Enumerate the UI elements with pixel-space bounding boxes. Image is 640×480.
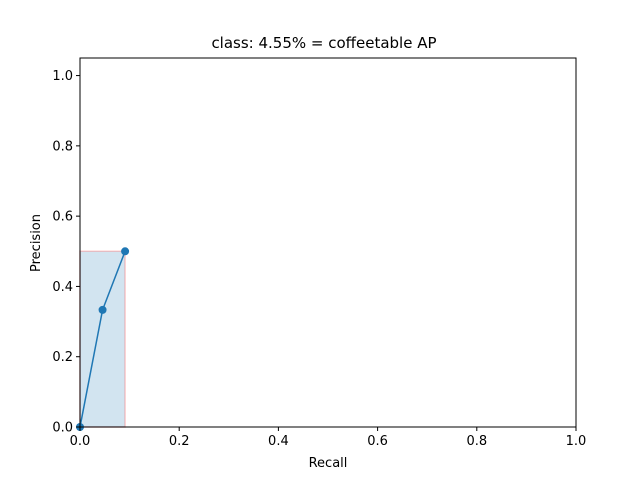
axes-frame	[79, 57, 577, 428]
y-tick-label-4: 0.8	[52, 139, 73, 154]
ap-fill-area	[79, 250, 126, 428]
x-tick-label-2: 0.4	[268, 434, 289, 449]
x-tick-label-5: 1.0	[566, 434, 587, 449]
x-tick-label-3: 0.6	[367, 434, 388, 449]
chart-title: class: 4.55% = coffeetable AP	[211, 34, 436, 52]
y-tick-label-3: 0.6	[52, 210, 73, 225]
x-tick-label-4: 0.8	[466, 434, 487, 449]
y-tick-label-1: 0.2	[52, 350, 73, 365]
x-tick-label-1: 0.2	[169, 434, 190, 449]
y-tick-label-2: 0.4	[52, 280, 73, 295]
x-axis-label: Recall	[309, 456, 348, 471]
y-axis-label: Precision	[29, 214, 44, 272]
x-tick-label-0: 0.0	[70, 434, 91, 449]
y-tick-label-0: 0.0	[52, 421, 73, 436]
data-point-0-1	[98, 305, 107, 314]
data-point-0-2	[121, 247, 130, 256]
plot-area: 0.0 0.2 0.4 0.6 0.8 1.0 0.0 0.2 0.4 0.6 0.8 1.0	[52, 57, 587, 449]
y-tick-label-5: 1.0	[52, 69, 73, 84]
